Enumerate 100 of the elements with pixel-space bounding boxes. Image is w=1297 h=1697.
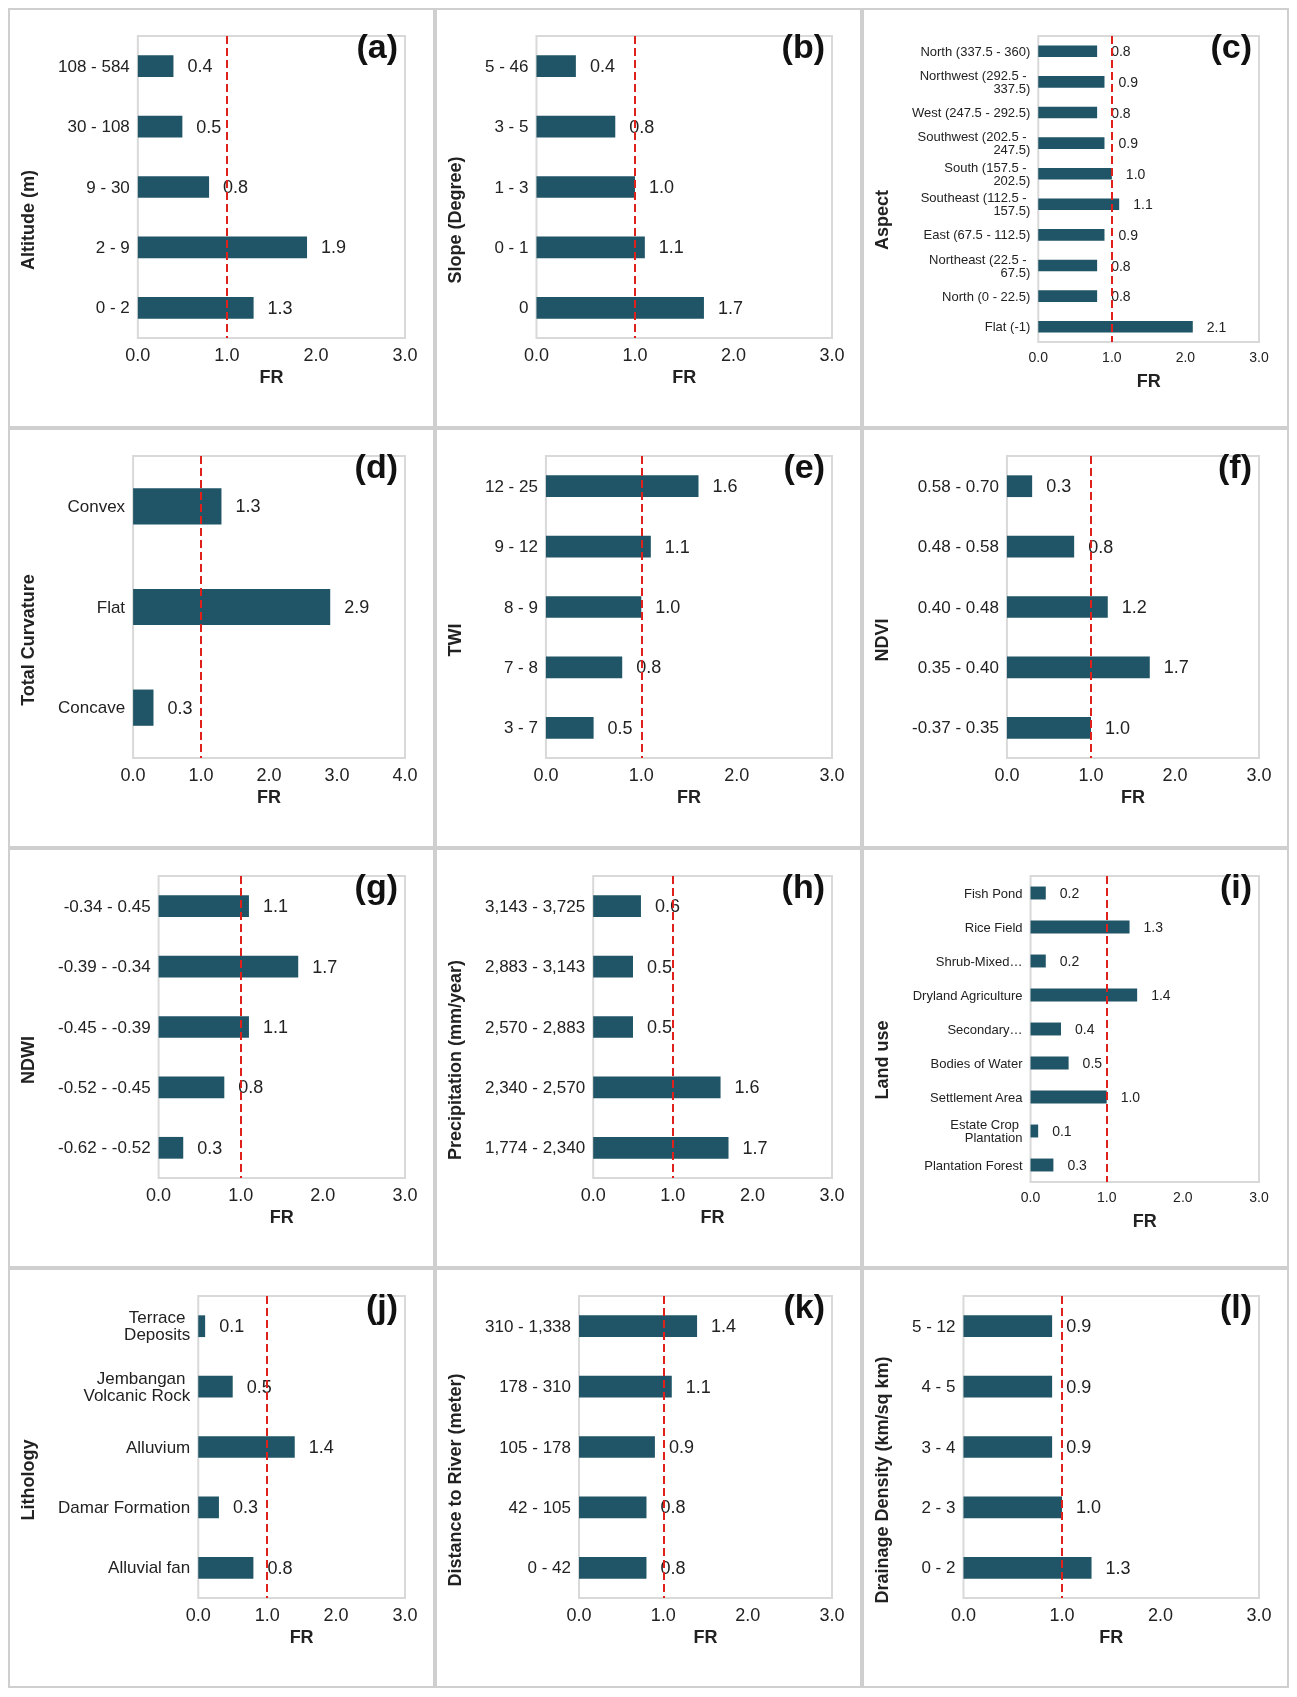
y-tick-label: Flat bbox=[96, 597, 126, 617]
y-tick-label: Plantation Forest bbox=[924, 1157, 1023, 1173]
y-tick-label: 105 - 178 bbox=[499, 1437, 572, 1457]
data-label: 0.3 bbox=[1046, 476, 1072, 497]
y-tick-label: 9 - 12 bbox=[494, 537, 538, 557]
chart-title: (a) bbox=[356, 27, 399, 65]
chart-title: (g) bbox=[354, 867, 399, 905]
bar bbox=[536, 55, 576, 78]
x-tick-label: 3.0 bbox=[819, 345, 845, 365]
bar bbox=[593, 955, 633, 978]
y-tick-label: 0 - 42 bbox=[527, 1558, 572, 1578]
x-tick-label: 2.0 bbox=[256, 765, 282, 785]
bar bbox=[158, 955, 299, 978]
y-tick-label: 0 bbox=[519, 298, 529, 318]
y-axis-title: Total Curvature bbox=[18, 574, 38, 706]
y-axis-title: Lithology bbox=[18, 1439, 38, 1521]
x-axis-title: FR bbox=[693, 1627, 718, 1647]
y-tick-label: North (0 - 22.5) bbox=[942, 288, 1031, 304]
y-tick-label: East (67.5 - 112.5) bbox=[923, 227, 1031, 243]
x-tick-label: 2.0 bbox=[720, 345, 747, 365]
bar bbox=[133, 689, 154, 726]
data-label: 0.9 bbox=[1066, 1376, 1092, 1397]
y-tick-label: Northwest (292.5 - 337.5) bbox=[919, 67, 1031, 96]
data-label: 1.0 bbox=[1075, 1497, 1102, 1518]
x-tick-label: 0.0 bbox=[523, 345, 549, 365]
data-label: 0.1 bbox=[219, 1316, 245, 1337]
data-label: 0.3 bbox=[232, 1497, 258, 1518]
y-axis-title: Slope (Degree) bbox=[445, 156, 465, 284]
y-tick-label: North (337.5 - 360) bbox=[920, 43, 1031, 59]
y-tick-label: 310 - 1,338 bbox=[485, 1316, 572, 1336]
bar bbox=[137, 115, 183, 138]
bar bbox=[963, 1436, 1053, 1458]
y-tick-label: 5 - 46 bbox=[484, 56, 529, 76]
x-axis-title: FR bbox=[1132, 1211, 1157, 1231]
bar bbox=[198, 1315, 206, 1338]
bar bbox=[1038, 290, 1098, 302]
y-tick-label: Terrace Deposits bbox=[124, 1308, 191, 1345]
bar bbox=[1038, 259, 1098, 272]
data-label: 1.7 bbox=[1163, 657, 1189, 678]
bar bbox=[593, 1016, 633, 1038]
x-tick-label: 3.0 bbox=[324, 765, 350, 785]
y-tick-label: 1 - 3 bbox=[494, 177, 529, 197]
y-tick-label: Jembangan Volcanic Rock bbox=[83, 1368, 191, 1405]
data-label: 0.1 bbox=[1052, 1123, 1072, 1139]
x-tick-label: 2.0 bbox=[1173, 1189, 1193, 1205]
y-tick-label: 7 - 8 bbox=[503, 657, 538, 677]
bar bbox=[1006, 535, 1075, 558]
bar bbox=[579, 1315, 698, 1338]
bar bbox=[1030, 954, 1046, 968]
x-tick-label: 3.0 bbox=[1249, 1189, 1269, 1205]
y-tick-label: -0.37 - 0.35 bbox=[911, 718, 999, 738]
x-tick-label: 0.0 bbox=[580, 1185, 606, 1205]
y-tick-label: 42 - 105 bbox=[508, 1497, 572, 1517]
x-tick-label: 0.0 bbox=[950, 1605, 976, 1625]
bar bbox=[545, 596, 642, 618]
x-tick-label: 4.0 bbox=[392, 765, 418, 785]
data-label: 1.1 bbox=[1133, 196, 1153, 213]
data-label: 1.6 bbox=[734, 1077, 760, 1098]
bar bbox=[1006, 656, 1150, 679]
data-label: 1.7 bbox=[742, 1137, 768, 1158]
y-tick-label: Convex bbox=[67, 496, 126, 516]
x-tick-label: 3.0 bbox=[1246, 1605, 1272, 1625]
bar bbox=[545, 535, 651, 558]
y-axis-title: NDVI bbox=[872, 618, 892, 662]
y-axis-title: Precipitation (mm/year) bbox=[445, 959, 465, 1161]
x-tick-label: 3.0 bbox=[819, 1605, 845, 1625]
bar bbox=[133, 488, 222, 525]
bar bbox=[536, 176, 635, 198]
data-label: 1.6 bbox=[712, 476, 738, 497]
bar bbox=[133, 588, 331, 626]
bar bbox=[579, 1375, 672, 1398]
x-axis-title: FR bbox=[676, 787, 701, 807]
data-label: 2.9 bbox=[344, 597, 370, 617]
data-label: 0.9 bbox=[1066, 1316, 1092, 1337]
x-tick-label: 0.0 bbox=[185, 1605, 211, 1625]
y-tick-label: Concave bbox=[57, 698, 126, 718]
bar bbox=[137, 236, 308, 259]
chart-title: (h) bbox=[781, 867, 826, 905]
x-tick-label: 0.0 bbox=[994, 765, 1020, 785]
x-tick-label: 0.0 bbox=[566, 1605, 592, 1625]
data-label: 0.4 bbox=[187, 56, 213, 77]
y-tick-label: Secondary… bbox=[947, 1021, 1023, 1037]
bar bbox=[963, 1375, 1053, 1398]
x-tick-label: 0.0 bbox=[533, 765, 559, 785]
data-label: 1.0 bbox=[1120, 1089, 1141, 1105]
data-label: 0.3 bbox=[197, 1137, 223, 1158]
data-label: 1.0 bbox=[655, 597, 681, 617]
x-tick-label: 1.0 bbox=[214, 345, 240, 365]
y-tick-label: -0.52 - -0.45 bbox=[57, 1077, 151, 1097]
y-tick-label: Alluvium bbox=[126, 1437, 191, 1457]
x-tick-label: 1.0 bbox=[660, 1185, 686, 1205]
x-tick-label: 3.0 bbox=[819, 765, 845, 785]
x-tick-label: 3.0 bbox=[1249, 349, 1269, 365]
x-tick-label: 2.0 bbox=[1162, 765, 1188, 785]
x-tick-label: 0.0 bbox=[1028, 349, 1049, 365]
y-tick-label: 178 - 310 bbox=[499, 1377, 572, 1397]
y-tick-label: Northeast (22.5 - 67.5) bbox=[929, 251, 1031, 280]
bar bbox=[1038, 167, 1112, 180]
chart-title: (f) bbox=[1218, 447, 1252, 485]
chart-title: (d) bbox=[354, 447, 399, 485]
